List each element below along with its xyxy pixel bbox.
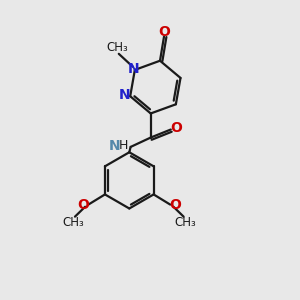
Text: CH₃: CH₃ <box>174 216 196 229</box>
Text: O: O <box>171 121 183 135</box>
Text: O: O <box>158 25 170 39</box>
Text: O: O <box>78 198 89 212</box>
Text: CH₃: CH₃ <box>63 216 85 229</box>
Text: N: N <box>128 61 139 76</box>
Text: O: O <box>169 198 181 212</box>
Text: N: N <box>118 88 130 102</box>
Text: CH₃: CH₃ <box>106 41 128 54</box>
Text: H: H <box>118 139 128 152</box>
Text: N: N <box>109 139 120 153</box>
